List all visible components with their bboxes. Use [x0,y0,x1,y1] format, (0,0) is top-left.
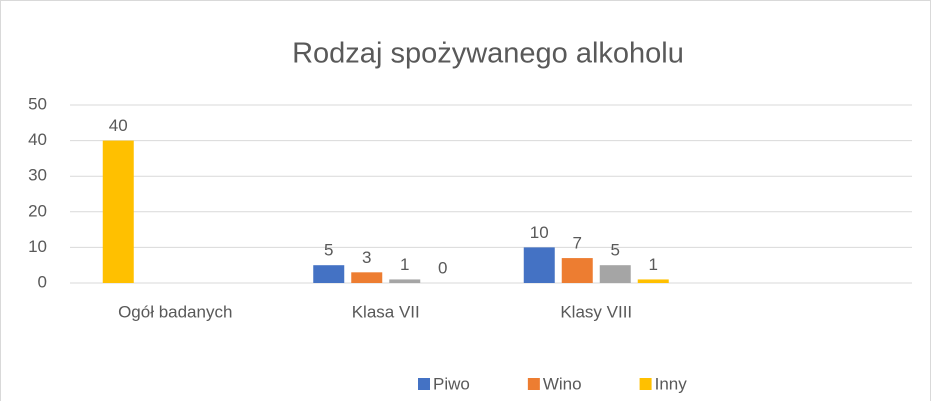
data-label: 1 [400,255,409,274]
legend-label: Wino [543,374,582,393]
y-tick-label: 0 [38,272,47,291]
legend-label: Piwo [433,374,470,393]
chart-title: Rodzaj spożywanego alkoholu [292,38,684,70]
data-label: 7 [573,234,582,253]
data-label: 3 [362,248,371,267]
bar [523,247,555,283]
x-tick-label: Klasa VII [352,302,420,321]
data-label: 1 [649,255,658,274]
bar [599,265,631,283]
bar [102,140,134,283]
bar [637,279,669,283]
data-label: 40 [109,116,128,135]
bar [313,265,345,283]
y-tick-label: 20 [28,201,47,220]
y-tick-label: 40 [28,130,47,149]
bar [389,279,421,283]
x-tick-label: Klasy VIII [560,302,632,321]
legend-swatch [418,378,430,390]
legend-label: Inny [655,374,688,393]
data-label: 5 [324,241,333,260]
data-label: 10 [530,223,549,242]
x-tick-label: Ogół badanych [118,302,232,321]
data-label: 0 [438,258,447,277]
bar [351,272,383,283]
y-tick-label: 30 [28,166,47,185]
bar [561,258,593,283]
y-tick-label: 10 [28,237,47,256]
y-tick-label: 50 [28,94,47,113]
legend-swatch [639,378,652,390]
legend-swatch [527,378,540,390]
data-label: 5 [611,241,620,260]
